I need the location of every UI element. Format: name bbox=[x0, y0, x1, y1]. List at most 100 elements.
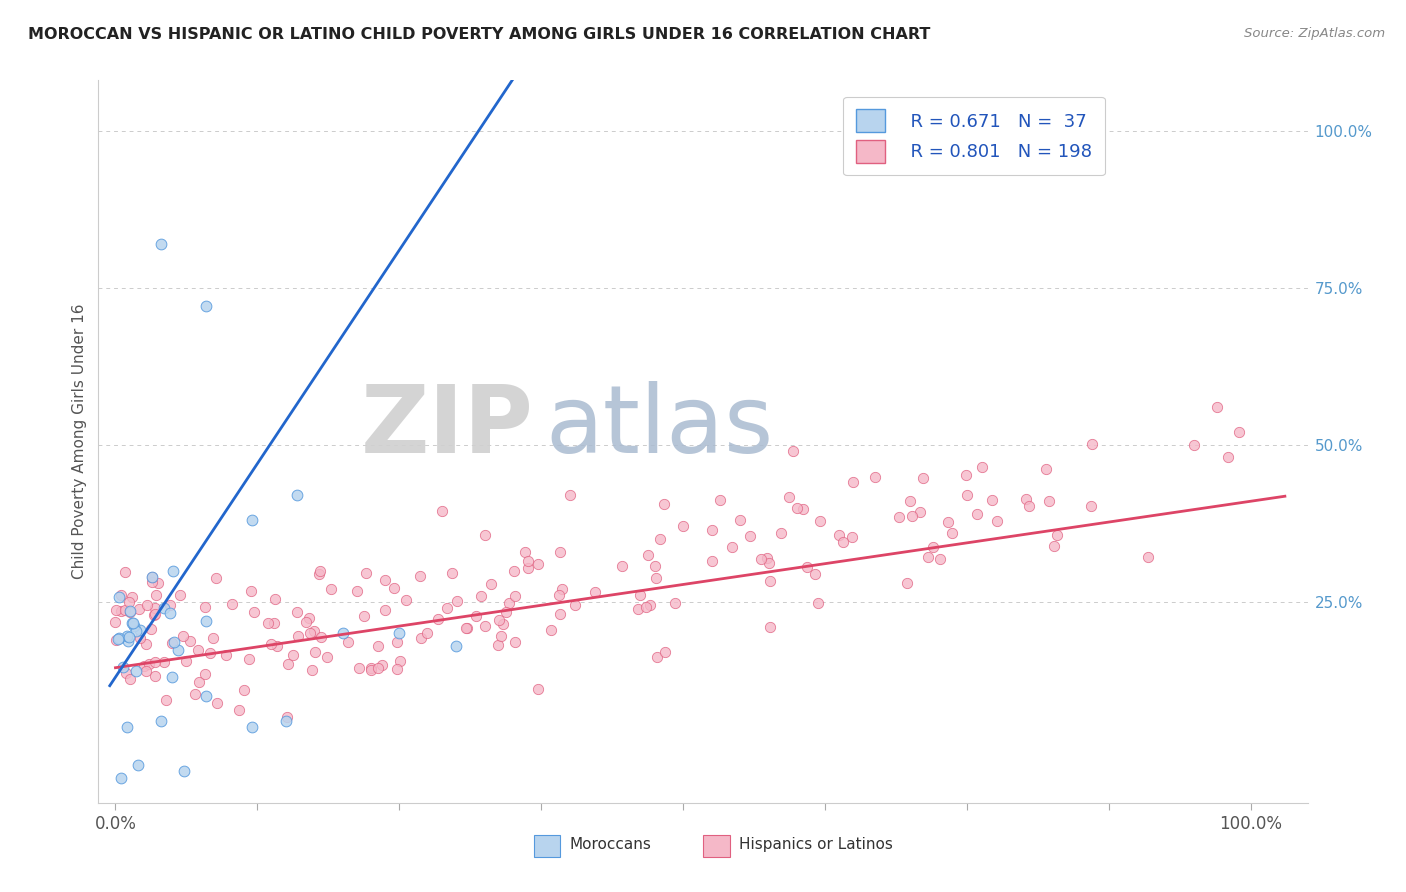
Point bbox=[980, 493, 1002, 508]
Point bbox=[125, 664, 148, 678]
Point bbox=[807, 596, 830, 610]
Point bbox=[114, 602, 136, 616]
Point bbox=[285, 605, 308, 619]
Text: Moroccans: Moroccans bbox=[569, 838, 652, 852]
Point bbox=[118, 672, 141, 686]
Point bbox=[129, 631, 152, 645]
Point bbox=[107, 631, 129, 645]
Point bbox=[114, 665, 136, 680]
FancyBboxPatch shape bbox=[534, 835, 561, 857]
Point bbox=[1205, 400, 1227, 414]
Point bbox=[540, 624, 562, 638]
Point bbox=[374, 574, 396, 588]
Point bbox=[160, 670, 183, 684]
Point bbox=[444, 639, 467, 653]
Point bbox=[143, 608, 166, 623]
Point bbox=[502, 564, 524, 578]
Point bbox=[828, 528, 851, 542]
Point bbox=[652, 497, 675, 511]
Point bbox=[176, 654, 198, 668]
Point bbox=[360, 661, 382, 675]
Point bbox=[778, 490, 800, 504]
Point bbox=[551, 582, 574, 596]
Point bbox=[346, 584, 368, 599]
Text: ZIP: ZIP bbox=[361, 381, 534, 473]
Point bbox=[221, 597, 243, 611]
Point bbox=[145, 589, 167, 603]
Point bbox=[758, 620, 780, 634]
Point bbox=[336, 635, 359, 649]
Point bbox=[644, 559, 666, 574]
Point bbox=[163, 635, 186, 649]
Point bbox=[388, 626, 411, 640]
Point bbox=[922, 540, 945, 554]
Point bbox=[1137, 550, 1160, 565]
Point bbox=[110, 771, 132, 785]
Point bbox=[672, 519, 695, 533]
Point bbox=[169, 588, 191, 602]
Point bbox=[274, 714, 297, 728]
Point bbox=[295, 615, 318, 630]
Point bbox=[441, 566, 464, 580]
Point bbox=[479, 576, 502, 591]
Point bbox=[104, 603, 127, 617]
Point bbox=[138, 657, 160, 672]
Point bbox=[233, 683, 256, 698]
Point bbox=[394, 592, 416, 607]
Point bbox=[139, 622, 162, 636]
Point bbox=[148, 576, 170, 591]
Point bbox=[486, 638, 509, 652]
Point bbox=[786, 500, 808, 515]
FancyBboxPatch shape bbox=[703, 835, 730, 857]
Point bbox=[503, 589, 526, 603]
Point bbox=[583, 585, 606, 599]
Point bbox=[758, 556, 780, 570]
Point bbox=[470, 589, 492, 603]
Point bbox=[474, 528, 496, 542]
Point bbox=[276, 710, 298, 724]
Point bbox=[1080, 499, 1102, 513]
Point bbox=[831, 535, 853, 549]
Point bbox=[498, 596, 520, 610]
Point bbox=[172, 629, 194, 643]
Point bbox=[956, 488, 979, 502]
Point bbox=[153, 655, 176, 669]
Point bbox=[309, 564, 332, 578]
Point bbox=[488, 614, 510, 628]
Point bbox=[173, 764, 195, 779]
Point bbox=[901, 508, 924, 523]
Point bbox=[121, 615, 143, 630]
Point bbox=[408, 568, 430, 582]
Point bbox=[1216, 450, 1239, 465]
Point bbox=[302, 624, 325, 638]
Point bbox=[966, 507, 988, 521]
Point bbox=[277, 657, 299, 671]
Point bbox=[432, 504, 454, 518]
Point bbox=[153, 601, 176, 615]
Point bbox=[792, 502, 814, 516]
Point bbox=[505, 634, 527, 648]
Point bbox=[558, 488, 581, 502]
Point bbox=[548, 545, 571, 559]
Point bbox=[238, 652, 260, 666]
Point bbox=[842, 475, 865, 490]
Point bbox=[121, 590, 143, 604]
Point bbox=[887, 510, 910, 524]
Point bbox=[863, 470, 886, 484]
Point bbox=[118, 605, 141, 619]
Point bbox=[1046, 527, 1069, 541]
Point bbox=[720, 540, 742, 554]
Point bbox=[132, 659, 155, 673]
Point bbox=[749, 552, 772, 566]
Point bbox=[195, 300, 218, 314]
Point bbox=[645, 649, 668, 664]
Point bbox=[389, 654, 412, 668]
Y-axis label: Child Poverty Among Girls Under 16: Child Poverty Among Girls Under 16 bbox=[72, 304, 87, 579]
Point bbox=[1043, 539, 1066, 553]
Point bbox=[474, 619, 496, 633]
Point bbox=[769, 525, 792, 540]
Point bbox=[332, 626, 354, 640]
Point bbox=[143, 607, 166, 621]
Point bbox=[415, 626, 437, 640]
Point bbox=[155, 692, 177, 706]
